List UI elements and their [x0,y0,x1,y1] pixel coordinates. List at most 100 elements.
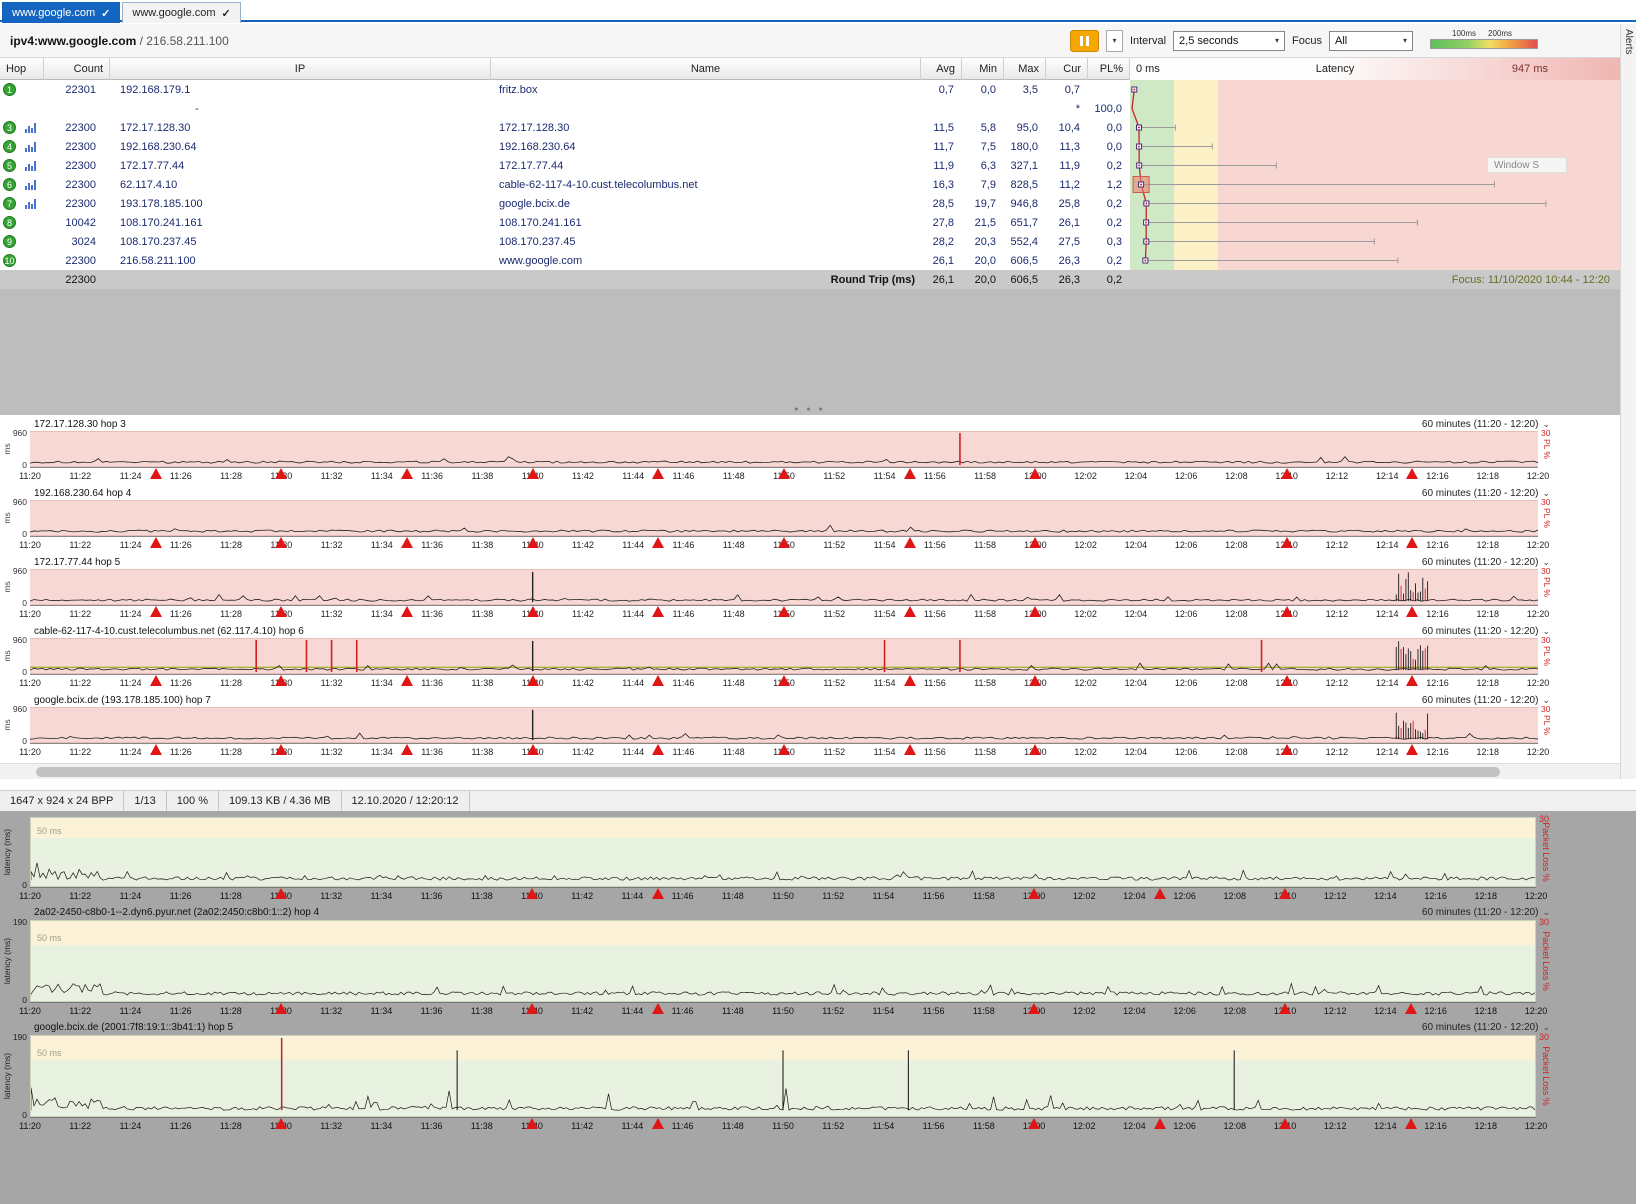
col-count[interactable]: Count [44,58,110,80]
mini-graph-icon[interactable] [25,160,36,171]
tab-target-2[interactable]: www.google.com ✓ [122,2,241,23]
time-label: 11:58 [972,1121,995,1131]
latency-graph[interactable] [1130,80,1620,270]
round-trip-count: 22300 [65,273,96,286]
pause-dropdown[interactable]: ▾ [1105,29,1123,52]
timeline-plot[interactable] [30,707,1538,743]
cell: 180,0 [1010,140,1038,153]
warning-triangle-icon [1279,1003,1291,1014]
hop-cell: 4 [0,137,44,156]
time-label: 11:48 [722,609,745,619]
table-row[interactable]: 9 3024 108.170.237.45 108.170.237.45 28,2 20,… [0,232,1620,251]
table-row[interactable]: 5 22300 172.17.77.44 172.17.77.44 11,9 6,3 327… [0,156,1620,175]
col-latency[interactable]: 0 ms Latency 947 ms [1130,58,1620,80]
mini-graph-icon[interactable] [25,198,36,209]
time-label: 12:06 [1174,540,1198,550]
timeline-plot[interactable] [30,500,1538,536]
time-label: 12:08 [1225,678,1248,688]
empty-area [0,289,1620,403]
timeline-range-selector[interactable]: 60 minutes (11:20 - 12:20) ⌄ [1422,695,1550,706]
cell: 10,4 [1058,121,1080,134]
time-label: 11:22 [69,678,92,688]
latency-min-label: 0 ms [1136,63,1160,75]
table-row[interactable]: 3 22300 172.17.128.30 172.17.128.30 11,5 5,8 9… [0,118,1620,137]
time-label: 11:24 [119,747,142,757]
mini-graph-icon[interactable] [25,141,36,152]
timeline-range-label: 60 minutes (11:20 - 12:20) [1421,625,1539,637]
bar [34,142,36,152]
time-label: 12:14 [1375,609,1399,619]
timeline-plot[interactable]: 50 ms [30,920,1536,1002]
time-label: 11:42 [571,891,594,901]
timeline-plot[interactable] [30,431,1538,467]
warning-triangle-icon [526,1118,538,1129]
round-trip-row: 22300 Round Trip (ms) 26,1 20,0 606,5 26… [0,270,1620,289]
col-avg[interactable]: Avg [921,58,962,80]
timeline-plot[interactable] [30,638,1538,674]
col-min[interactable]: Min [962,58,1004,80]
time-label: 11:24 [119,609,142,619]
warning-triangle-icon [401,675,413,686]
timeline-plot[interactable] [30,569,1538,605]
timeline-range-selector[interactable]: 60 minutes (11:20 - 12:20) ⌄ [1422,488,1550,499]
timeline-range-selector[interactable]: 60 minutes (11:20 - 12:20) ⌄ [1422,419,1550,430]
warning-triangle-icon [778,675,790,686]
time-label: 12:06 [1173,1006,1196,1016]
col-cur[interactable]: Cur [1046,58,1088,80]
col-name[interactable]: Name [491,58,921,80]
mini-graph-icon[interactable] [25,179,36,190]
splitter-handle[interactable]: ● ● ● [0,403,1620,415]
timeline-range-selector[interactable]: 60 minutes (11:20 - 12:20) ⌄ [1422,907,1550,918]
warning-triangle-icon [149,744,162,755]
time-axis: 11:20 11:22 11:24 11:26 11:28 11:30 11:32 11:34… [19,743,1549,759]
timeline-head: 172.17.77.44 hop 5 60 minutes (11:20 - 12… [0,555,1556,569]
time-label: 11:20 [19,678,41,688]
time-label: 12:20 [1526,540,1550,550]
tab-target-1[interactable]: www.google.com ✓ [2,2,121,23]
timeline-range-selector[interactable]: 60 minutes (11:20 - 12:20) ⌄ [1422,557,1550,568]
table-row[interactable]: 7 22300 193.178.185.100 google.bcix.de 28,5 1… [0,194,1620,213]
time-label: 11:44 [622,747,645,757]
timeline-range-selector[interactable]: 60 minutes (11:20 - 12:20) ⌄ [1422,626,1550,637]
scrollbar-thumb[interactable] [36,767,1500,777]
interval-select[interactable]: 2,5 seconds ▾ [1173,30,1286,51]
cell: 3024 [71,235,96,248]
timeline-chart: google.bcix.de (2001:7f8:19:1::3b41:1) h… [0,1020,1556,1133]
table-row[interactable]: 8 10042 108.170.241.161 108.170.241.161 27,8… [0,213,1620,232]
y-axis: 960 ms 0 [0,428,30,470]
mini-graph-icon[interactable] [25,122,36,133]
table-row[interactable]: 4 22300 192.168.230.64 192.168.230.64 11,7 7,… [0,137,1620,156]
col-pl[interactable]: PL% [1088,58,1130,80]
time-label: 11:48 [721,1121,744,1131]
table-row[interactable]: 1 22301 192.168.179.1 fritz.box 0,7 0,0 3,5 0,7 [0,80,1620,99]
time-label: 12:02 [1074,540,1097,550]
time-label: 11:56 [923,471,946,481]
col-ip[interactable]: IP [110,58,491,80]
table-row[interactable]: 6 22300 62.117.4.10 cable-62-117-4-10.cust.… [0,175,1620,194]
col-hop[interactable]: Hop [0,58,44,80]
time-label: 11:50 [772,1121,794,1131]
col-max[interactable]: Max [1004,58,1046,80]
horizontal-scrollbar[interactable] [0,763,1620,779]
time-label: 11:22 [69,891,92,901]
timeline-plot[interactable]: 50 ms [30,817,1536,887]
table-row[interactable]: - * 100,0 [0,99,1620,118]
time-label: 11:34 [370,540,393,550]
pause-button[interactable] [1069,29,1099,52]
timeline-plot[interactable]: 50 ms [30,1035,1536,1117]
hop-badge: 7 [3,197,16,210]
warning-triangle-icon [526,606,539,617]
cell: 22300 [65,197,96,210]
table-row[interactable]: 10 22300 216.58.211.100 www.google.com 26,1 2… [0,251,1620,270]
cell: 0,3 [1106,235,1122,248]
round-trip-avg: 26,1 [932,273,954,286]
focus-select[interactable]: All ▾ [1329,30,1413,51]
chevron-down-icon: ▾ [1112,36,1117,45]
time-label: 12:06 [1174,609,1198,619]
timeline-chart: google.bcix.de (193.178.185.100) hop 7 60… [0,693,1556,758]
warning-triangle-icon [401,744,413,755]
alerts-sidebar[interactable]: Alerts [1620,24,1636,779]
time-label: 12:14 [1375,747,1399,757]
time-label: 12:12 [1323,1121,1347,1131]
timeline-range-selector[interactable]: 60 minutes (11:20 - 12:20) ⌄ [1422,1022,1550,1033]
